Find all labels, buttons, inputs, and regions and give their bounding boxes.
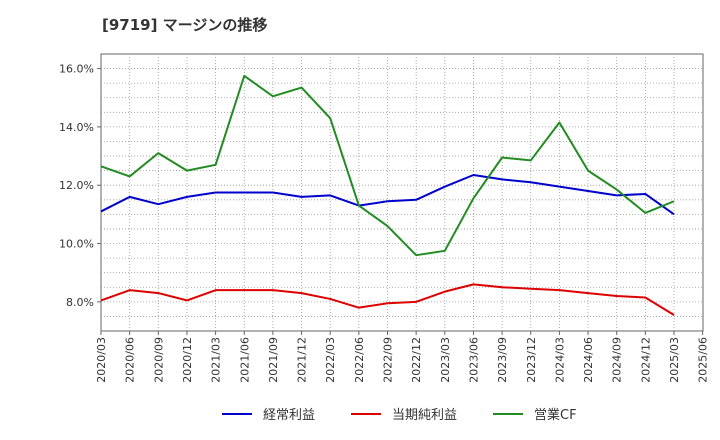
series-line-3	[100, 74, 675, 257]
y-tick-label: 12.0%	[59, 179, 94, 192]
x-tick-label: 2022/12	[410, 337, 423, 383]
x-tick-label: 2020/09	[152, 337, 165, 383]
series-line-1	[100, 174, 675, 216]
legend-label-3: 営業CF	[534, 407, 577, 423]
y-tick-label: 10.0%	[59, 238, 94, 251]
plot-area	[100, 53, 704, 332]
y-tick-label: 14.0%	[59, 121, 94, 134]
x-tick-label: 2024/06	[582, 337, 595, 383]
x-tick-label: 2021/03	[210, 337, 223, 383]
x-tick-label: 2022/03	[324, 337, 337, 383]
x-tick-label: 2024/03	[553, 337, 566, 383]
x-tick-label: 2024/09	[611, 337, 624, 383]
grid	[101, 54, 703, 331]
legend-label-1: 経常利益	[263, 408, 315, 423]
x-axis-ticks: 2020/03 2020/06 2020/09 2020/12 2021/03 2021/…	[95, 331, 710, 383]
x-tick-label: 2023/06	[467, 337, 480, 383]
x-tick-label: 2021/09	[267, 337, 280, 383]
legend-label-2: 当期純利益	[392, 408, 457, 423]
legend: 経常利益 当期純利益 営業CF	[222, 407, 577, 423]
x-tick-label: 2023/03	[439, 337, 452, 383]
x-tick-label: 2022/06	[353, 337, 366, 383]
x-tick-label: 2025/06	[697, 337, 710, 383]
x-tick-label: 2025/03	[668, 337, 681, 383]
x-tick-label: 2020/06	[124, 337, 137, 383]
y-axis-ticks: 8.0% 10.0% 12.0% 14.0% 16.0%	[59, 63, 101, 309]
y-tick-label: 8.0%	[66, 296, 94, 309]
series-line-2	[100, 283, 675, 316]
x-tick-label: 2023/09	[496, 337, 509, 383]
x-tick-label: 2020/12	[181, 337, 194, 383]
x-tick-label: 2024/12	[639, 337, 652, 383]
x-tick-label: 2021/12	[296, 337, 309, 383]
x-tick-label: 2023/12	[525, 337, 538, 383]
chart-title: [9719] マージンの推移	[102, 16, 268, 34]
x-tick-label: 2020/03	[95, 337, 108, 383]
series-lines	[100, 74, 675, 316]
x-tick-label: 2022/09	[382, 337, 395, 383]
y-tick-label: 16.0%	[59, 63, 94, 76]
x-tick-label: 2021/06	[238, 337, 251, 383]
